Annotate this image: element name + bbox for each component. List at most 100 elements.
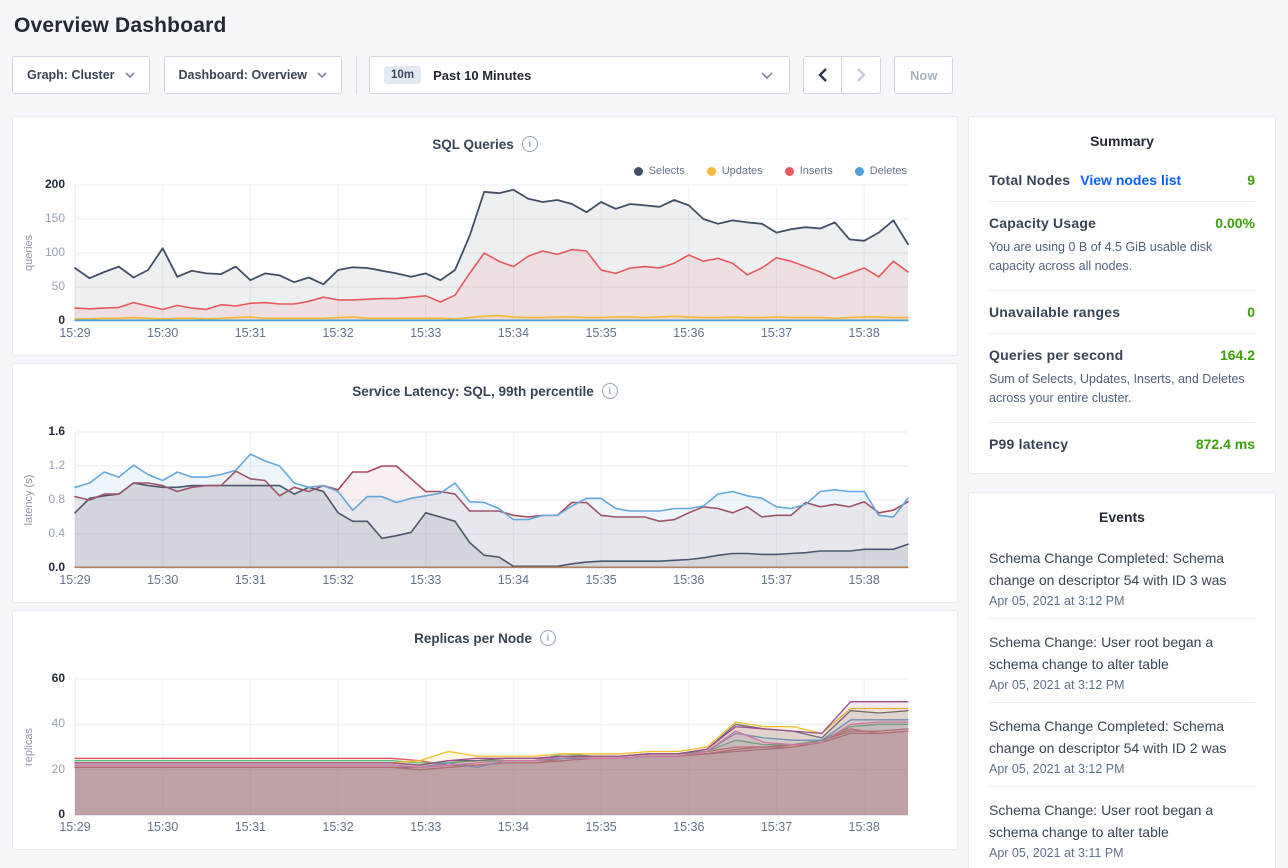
event-timestamp: Apr 05, 2021 at 3:12 PM — [989, 593, 1125, 608]
replicas-per-node-chart: 0 20 40 60 15:29 15:30 15:31 15:32 15:33 15:34 15:… — [13, 671, 957, 845]
chart-title: SQL Queries — [432, 136, 514, 152]
x-axis-tick-label: 15:30 — [147, 820, 179, 834]
legend-dot — [854, 166, 864, 176]
graph-dropdown[interactable]: Graph: Cluster — [12, 56, 150, 94]
total-nodes-value: 9 — [1247, 172, 1255, 188]
y-axis-tick-label: 0.8 — [48, 492, 65, 506]
x-axis-tick-label: 15:36 — [673, 326, 705, 340]
y-axis-tick-label: 0.0 — [48, 560, 65, 574]
prev-time-button[interactable] — [803, 56, 843, 94]
x-axis-tick-label: 15:36 — [673, 573, 705, 587]
event-text[interactable]: Schema Change Completed: Schema change o… — [989, 717, 1227, 757]
view-nodes-list-link[interactable]: View nodes list — [1080, 172, 1182, 188]
service-latency-chart-panel: Service Latency: SQL, 99th percentile 0.… — [12, 363, 958, 603]
y-axis-unit-label: latency (s) — [23, 474, 35, 526]
time-range-selector[interactable]: 10m Past 10 Minutes — [369, 56, 791, 94]
chart-title: Service Latency: SQL, 99th percentile — [352, 383, 594, 399]
y-axis-tick-label: 100 — [44, 245, 65, 259]
x-axis-tick-label: 15:35 — [585, 326, 617, 340]
capacity-usage-value: 0.00% — [1215, 215, 1255, 231]
y-axis-unit-label: replicas — [23, 728, 35, 766]
event-timestamp: Apr 05, 2021 at 3:11 PM — [989, 846, 1124, 861]
graph-dropdown-label: Graph: Cluster — [27, 68, 115, 82]
legend-label: Inserts — [799, 165, 833, 177]
y-axis-tick-label: 150 — [44, 211, 65, 225]
capacity-usage-label: Capacity Usage — [989, 215, 1097, 231]
time-range-badge: 10m — [384, 66, 422, 84]
sidebar: Summary Total Nodes View nodes list 9 Ca… — [968, 116, 1276, 868]
dashboard-dropdown[interactable]: Dashboard: Overview — [163, 56, 343, 94]
chart-canvas — [74, 431, 909, 569]
event-item: Schema Change: User root began a schema … — [989, 787, 1255, 868]
toolbar: Graph: Cluster Dashboard: Overview 10m P… — [12, 56, 1276, 94]
x-axis-tick-label: 15:32 — [322, 326, 354, 340]
now-button[interactable]: Now — [894, 56, 954, 94]
y-axis-tick-label: 200 — [44, 177, 65, 191]
legend-label: Deletes — [869, 165, 907, 177]
x-axis-tick-label: 15:30 — [147, 326, 179, 340]
x-axis-tick-label: 15:38 — [848, 573, 880, 587]
x-axis-tick-label: 15:37 — [760, 573, 793, 587]
info-icon[interactable] — [521, 136, 538, 152]
legend-item-inserts[interactable]: Inserts — [784, 165, 833, 177]
events-panel: Events Schema Change Completed: Schema c… — [968, 491, 1276, 868]
chart-header: Service Latency: SQL, 99th percentile — [13, 378, 957, 404]
x-axis-tick-label: 15:31 — [234, 326, 266, 340]
x-axis-tick-label: 15:29 — [59, 573, 91, 587]
chart-canvas — [74, 678, 909, 816]
qps-label: Queries per second — [989, 346, 1124, 363]
summary-row-total-nodes: Total Nodes View nodes list 9 — [989, 159, 1255, 202]
legend-label: Selects — [648, 165, 685, 177]
dashboard-dropdown-label: Dashboard: Overview — [178, 68, 308, 82]
y-axis-tick-label: 0 — [58, 313, 65, 327]
summary-row-unavailable-ranges: Unavailable ranges 0 — [989, 291, 1255, 334]
legend-dot — [706, 166, 716, 176]
y-axis-unit-label: queries — [23, 234, 35, 272]
x-axis-tick-label: 15:32 — [322, 573, 354, 587]
x-axis-tick-label: 15:35 — [585, 820, 617, 834]
next-time-button[interactable] — [842, 56, 882, 94]
event-text[interactable]: Schema Change: User root began a schema … — [989, 633, 1214, 672]
x-axis-tick-label: 15:38 — [848, 820, 880, 834]
x-axis-tick-label: 15:37 — [760, 326, 793, 340]
legend-spacer — [13, 404, 957, 432]
chevron-down-icon — [124, 72, 135, 78]
y-axis-tick-label: 1.6 — [48, 424, 65, 438]
x-axis-tick-label: 15:38 — [848, 326, 880, 340]
x-axis-tick-label: 15:36 — [673, 820, 705, 834]
legend-item-updates[interactable]: Updates — [706, 165, 763, 177]
summary-title: Summary — [1090, 133, 1154, 149]
y-axis-tick-label: 50 — [51, 279, 65, 293]
toolbar-divider — [356, 56, 358, 94]
y-axis-tick-label: 0 — [58, 807, 65, 821]
main-content: SQL Queries Selects Updates Inserts Deletes… — [12, 116, 1276, 868]
chevron-right-icon — [856, 68, 866, 82]
y-axis-tick-label: 60 — [51, 671, 65, 685]
p99-latency-label: P99 latency — [989, 435, 1069, 452]
chart-title: Replicas per Node — [414, 630, 532, 646]
service-latency-chart: 0.0 0.4 0.8 1.2 1.6 15:29 15:30 15:31 15:32 15:33… — [13, 424, 957, 598]
legend-item-selects[interactable]: Selects — [633, 165, 685, 177]
total-nodes-label: Total Nodes — [989, 172, 1071, 188]
x-axis-tick-label: 15:31 — [234, 573, 266, 587]
chart-canvas — [74, 184, 909, 322]
info-icon[interactable] — [539, 630, 556, 646]
x-axis-tick-label: 15:29 — [59, 820, 91, 834]
event-text[interactable]: Schema Change: User root began a schema … — [989, 802, 1214, 841]
sql-legend: Selects Updates Inserts Deletes — [13, 157, 957, 185]
event-item: Schema Change Completed: Schema change o… — [989, 703, 1255, 788]
time-range-label: Past 10 Minutes — [433, 67, 532, 83]
y-axis-tick-label: 1.2 — [48, 458, 65, 472]
event-timestamp: Apr 05, 2021 at 3:12 PM — [989, 762, 1125, 777]
legend-item-deletes[interactable]: Deletes — [854, 165, 907, 177]
info-icon[interactable] — [601, 383, 618, 399]
legend-dot — [633, 166, 643, 176]
event-text[interactable]: Schema Change Completed: Schema change o… — [989, 549, 1227, 588]
sql-queries-chart: 0 50 100 150 200 15:29 15:30 15:31 15:32 15:33 15:… — [13, 177, 957, 351]
x-axis-tick-label: 15:30 — [147, 573, 179, 587]
chart-header: Replicas per Node — [13, 625, 957, 651]
time-nav — [803, 56, 882, 94]
y-axis-tick-label: 0.4 — [48, 526, 65, 540]
capacity-usage-description: You are using 0 B of 4.5 GiB usable disk… — [989, 240, 1213, 274]
